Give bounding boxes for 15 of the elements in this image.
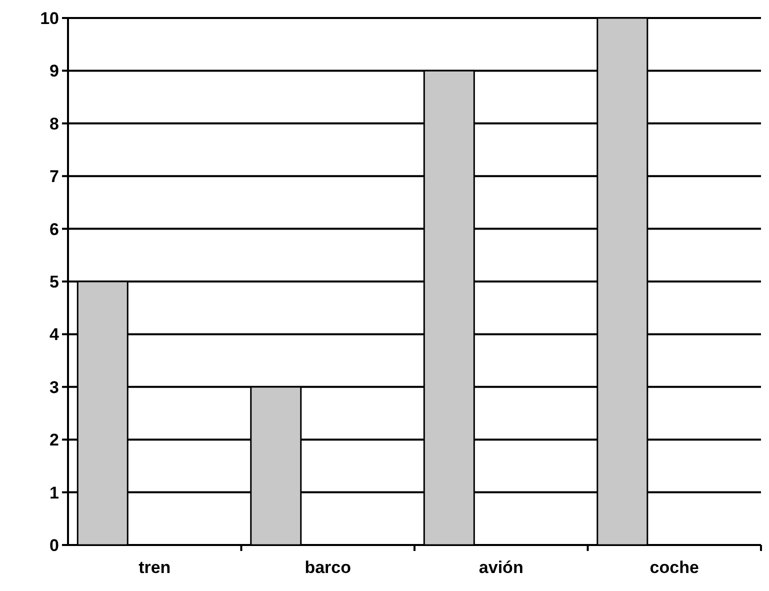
- x-tick-label: coche: [650, 558, 699, 577]
- y-tick-label: 2: [50, 430, 59, 450]
- y-tick-label: 8: [50, 114, 59, 134]
- y-tick-label: 0: [50, 536, 59, 555]
- y-tick-label: 9: [50, 62, 59, 81]
- x-tick-label: tren: [138, 558, 171, 577]
- x-tick-label: avión: [478, 558, 524, 577]
- x-tick-label: barco: [304, 558, 352, 577]
- y-tick-label: 7: [50, 167, 59, 186]
- y-tick-label: 4: [50, 325, 60, 344]
- y-tick-label: 6: [50, 220, 59, 239]
- y-tick-label: 10: [40, 8, 59, 28]
- y-tick-label: 3: [50, 378, 59, 397]
- y-tick-label: 5: [50, 272, 59, 292]
- y-tick-label: 1: [50, 483, 59, 502]
